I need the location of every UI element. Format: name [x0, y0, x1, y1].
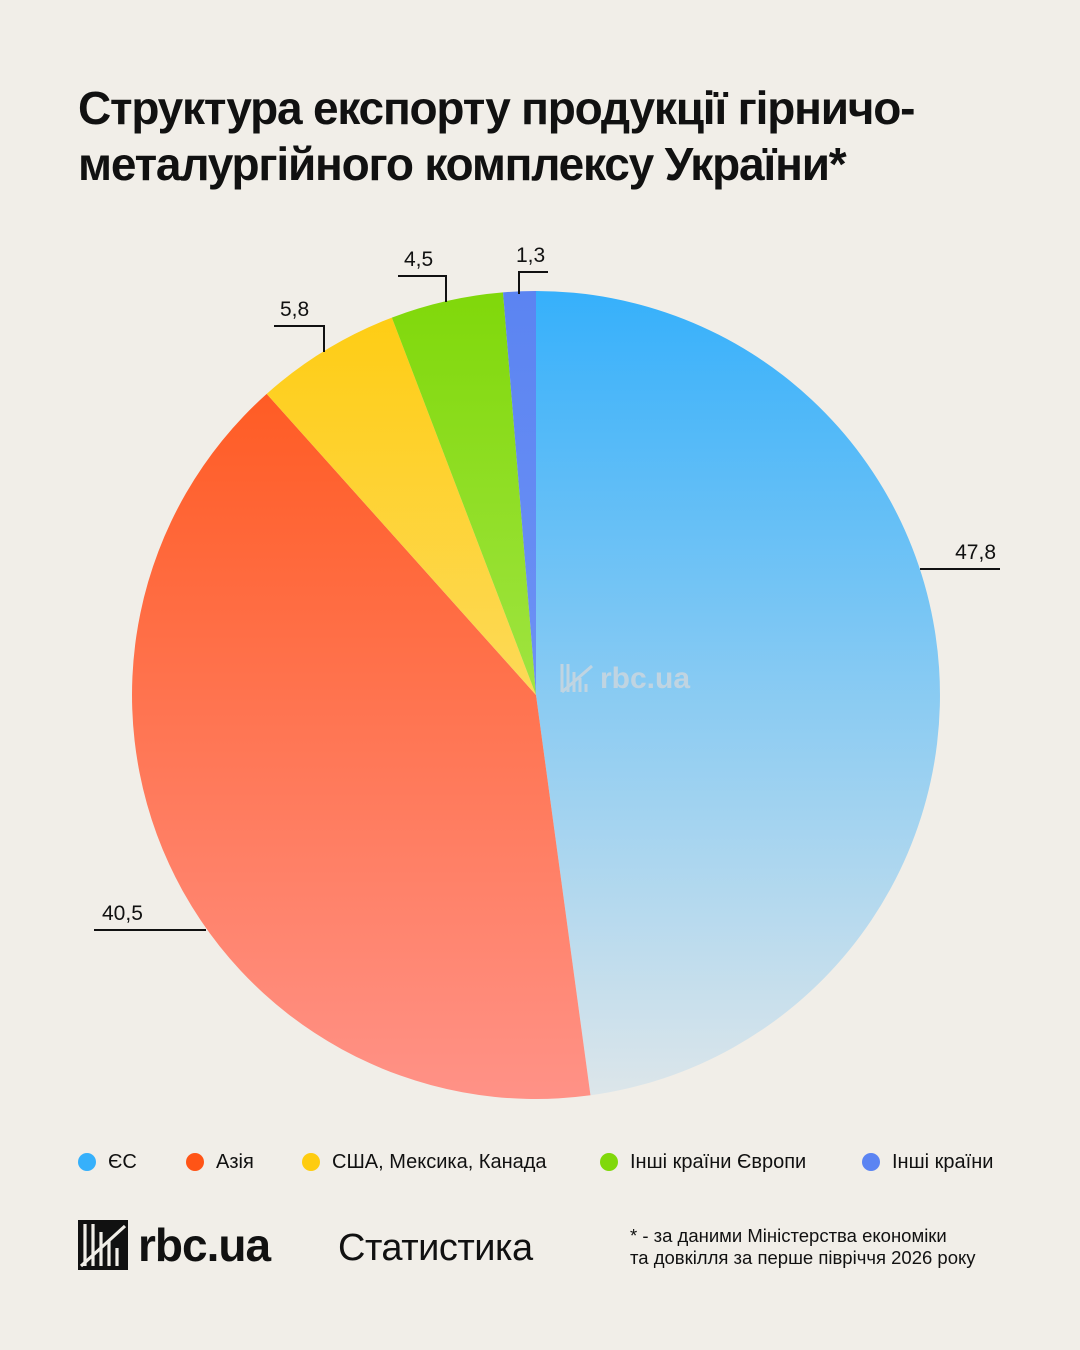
chart-title: Структура експорту продукції гірничо- ме…: [78, 80, 1008, 192]
pie-slice-eu: [536, 291, 940, 1096]
chart-title-line-2: металургійного комплексу України*: [78, 138, 847, 190]
legend: ЄС Азія США, Мексика, Канада Інші країни…: [78, 1148, 1018, 1176]
rbc-logo-icon: [78, 1220, 128, 1270]
source-footnote-line-1: * - за даними Міністерства економіки: [630, 1225, 947, 1246]
watermark-text: rbc.ua: [600, 662, 690, 695]
pie-slice-other: [503, 291, 536, 695]
chart-title-line-1: Структура експорту продукції гірничо-: [78, 82, 915, 134]
section-name: Статистика: [338, 1227, 533, 1269]
value-label-eu: 47,8: [955, 541, 996, 564]
rbc-logo: rbc.ua: [78, 1219, 271, 1271]
rbc-logo-text: rbc.ua: [138, 1219, 271, 1271]
pie-slice-other-europe: [391, 292, 536, 695]
pie-slice-asia: [132, 393, 591, 1099]
value-labels: 47,8 40,5 5,8 4,5 1,3: [94, 244, 1000, 931]
legend-label-other: Інші країни: [892, 1150, 994, 1173]
label-leader-other-europe: [398, 275, 447, 302]
legend-item-asia: Азія: [186, 1148, 254, 1176]
legend-swatch-other-europe: [600, 1153, 618, 1171]
legend-item-other-europe: Інші країни Європи: [600, 1148, 806, 1176]
value-label-usa: 5,8: [280, 298, 309, 321]
value-label-other: 1,3: [516, 244, 545, 267]
pie-chart: rbc.ua 47,8 40,5 5,8 4,5 1,3: [94, 244, 1000, 1099]
label-leader-other: [518, 271, 548, 294]
watermark: rbc.ua: [560, 662, 690, 695]
legend-swatch-usa: [302, 1153, 320, 1171]
legend-label-asia: Азія: [216, 1150, 254, 1173]
watermark-logo-icon: [560, 664, 593, 694]
legend-label-other-europe: Інші країни Європи: [630, 1150, 807, 1173]
legend-item-eu: ЄС: [78, 1148, 137, 1176]
legend-swatch-eu: [78, 1153, 96, 1171]
legend-item-other: Інші країни: [862, 1148, 993, 1176]
value-label-other-europe: 4,5: [404, 248, 433, 271]
legend-swatch-other: [862, 1153, 880, 1171]
legend-label-eu: ЄС: [108, 1150, 137, 1173]
source-footnote: * - за даними Міністерства економіки та …: [630, 1225, 976, 1269]
value-label-asia: 40,5: [102, 902, 143, 925]
legend-swatch-asia: [186, 1153, 204, 1171]
source-footnote-line-2: та довкілля за перше півріччя 2026 року: [630, 1247, 976, 1268]
legend-label-usa: США, Мексика, Канада: [332, 1150, 547, 1173]
legend-item-usa: США, Мексика, Канада: [302, 1148, 547, 1176]
label-leader-usa: [274, 325, 325, 352]
pie-slice-usa: [266, 317, 536, 695]
pie-slices: [132, 291, 940, 1099]
